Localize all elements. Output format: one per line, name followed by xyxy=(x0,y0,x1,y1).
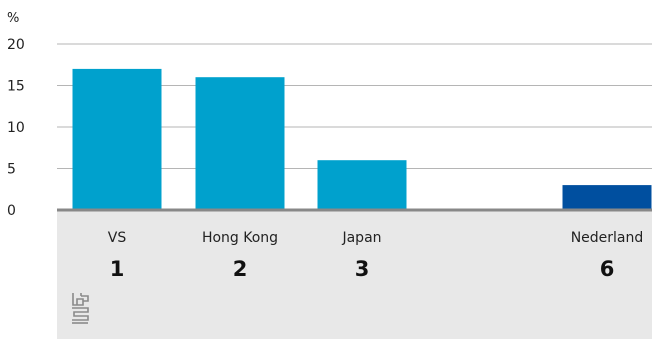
y-tick-labels: 0 5 10 15 20 xyxy=(7,37,25,219)
category-labels: VS 1 Hong Kong 2 Japan 3 Nederland 6 xyxy=(108,230,644,281)
y-tick-label: 5 xyxy=(7,162,16,178)
cbs-logo-icon xyxy=(72,293,89,324)
bar-vs xyxy=(72,68,162,211)
category-panel xyxy=(57,210,652,339)
rank-label: 3 xyxy=(355,257,370,281)
y-tick-label: 10 xyxy=(7,120,25,136)
bar-hong-kong xyxy=(195,77,285,210)
y-tick-label: 0 xyxy=(7,203,16,219)
y-tick-label: 15 xyxy=(7,79,25,95)
rank-label: 1 xyxy=(110,257,125,281)
bar-japan xyxy=(317,160,407,210)
rank-label: 6 xyxy=(600,257,615,281)
rank-label: 2 xyxy=(233,257,248,281)
category-label: Nederland xyxy=(571,230,644,246)
y-tick-label: 20 xyxy=(7,37,25,53)
category-label: Hong Kong xyxy=(202,230,278,246)
bars xyxy=(72,68,652,211)
category-label: Japan xyxy=(341,230,381,246)
y-unit-label: % xyxy=(7,11,19,26)
bar-nederland xyxy=(562,185,652,210)
category-label: VS xyxy=(108,230,127,246)
